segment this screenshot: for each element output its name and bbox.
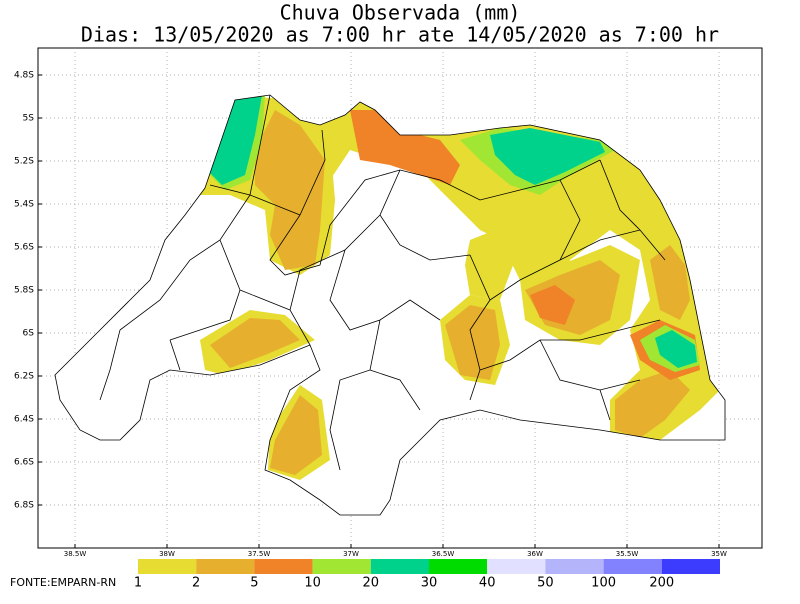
legend-swatch: [138, 559, 197, 574]
lat-label: 4.8S: [14, 71, 34, 81]
legend-label: 10: [304, 576, 321, 591]
rain-orange: [445, 305, 500, 380]
legend-swatch: [312, 559, 371, 574]
rain-field: [55, 95, 725, 515]
rain-yellow: [465, 228, 515, 300]
rain-teal: [655, 330, 697, 368]
legend-swatch: [545, 559, 604, 574]
legend-label: 50: [537, 576, 554, 591]
lat-label: 5S: [23, 114, 35, 124]
lon-label: 36.5W: [432, 550, 455, 558]
legend-label: 40: [479, 576, 496, 591]
legend-swatch: [370, 559, 429, 574]
map-frame: [37, 47, 763, 549]
title: Chuva Observada (mm): [280, 1, 521, 25]
lon-label: 36W: [527, 550, 543, 558]
lon-label: 38.5W: [64, 550, 87, 558]
lon-label: 38W: [159, 550, 175, 558]
lat-label: 6S: [23, 329, 35, 339]
lat-label: 6.8S: [14, 501, 34, 511]
lat-label: 5.4S: [14, 200, 34, 210]
lat-label: 6.2S: [14, 372, 34, 382]
legend-label: 20: [363, 576, 380, 591]
rain-orange: [650, 245, 690, 320]
legend-swatch: [487, 559, 546, 574]
legend-label: 1: [134, 576, 142, 591]
legend-label: 2: [192, 576, 200, 591]
legend-swatch: [429, 559, 488, 574]
rain-dark-orange: [530, 285, 575, 325]
lat-label: 6.4S: [14, 415, 34, 425]
municipal-borders: [54, 94, 726, 516]
lat-label: 6.6S: [14, 458, 34, 468]
rain-orange: [615, 370, 690, 438]
lat-label: 5.2S: [14, 157, 34, 167]
legend-label: 200: [649, 576, 674, 591]
rain-yellow: [300, 95, 720, 440]
lon-label: 35W: [711, 550, 727, 558]
rain-dark-orange: [350, 110, 460, 185]
lat-label: 5.8S: [14, 286, 34, 296]
legend-swatch: [603, 559, 662, 574]
lat-label: 5.6S: [14, 243, 34, 253]
lon-label: 37W: [343, 550, 359, 558]
rain-teal: [490, 128, 605, 185]
lon-label: 35.5W: [616, 550, 639, 558]
source: FONTE:EMPARN-RN: [10, 576, 116, 589]
legend-swatch: [661, 559, 720, 574]
rain-teal: [205, 95, 262, 185]
lon-label: 37.5W: [248, 550, 271, 558]
rain-orange: [255, 110, 325, 270]
legend-swatch: [196, 559, 255, 574]
legend: 1 2 5 10 20 30 40 50 100 200: [134, 559, 720, 591]
legend-label: 30: [421, 576, 438, 591]
legend-label: 100: [591, 576, 616, 591]
rain-orange: [210, 318, 300, 368]
rain-orange: [270, 395, 322, 475]
state-border: [54, 94, 726, 516]
subtitle: Dias: 13/05/2020 as 7:00 hr ate 14/05/20…: [81, 23, 719, 47]
legend-label: 5: [250, 576, 258, 591]
legend-swatch: [254, 559, 313, 574]
